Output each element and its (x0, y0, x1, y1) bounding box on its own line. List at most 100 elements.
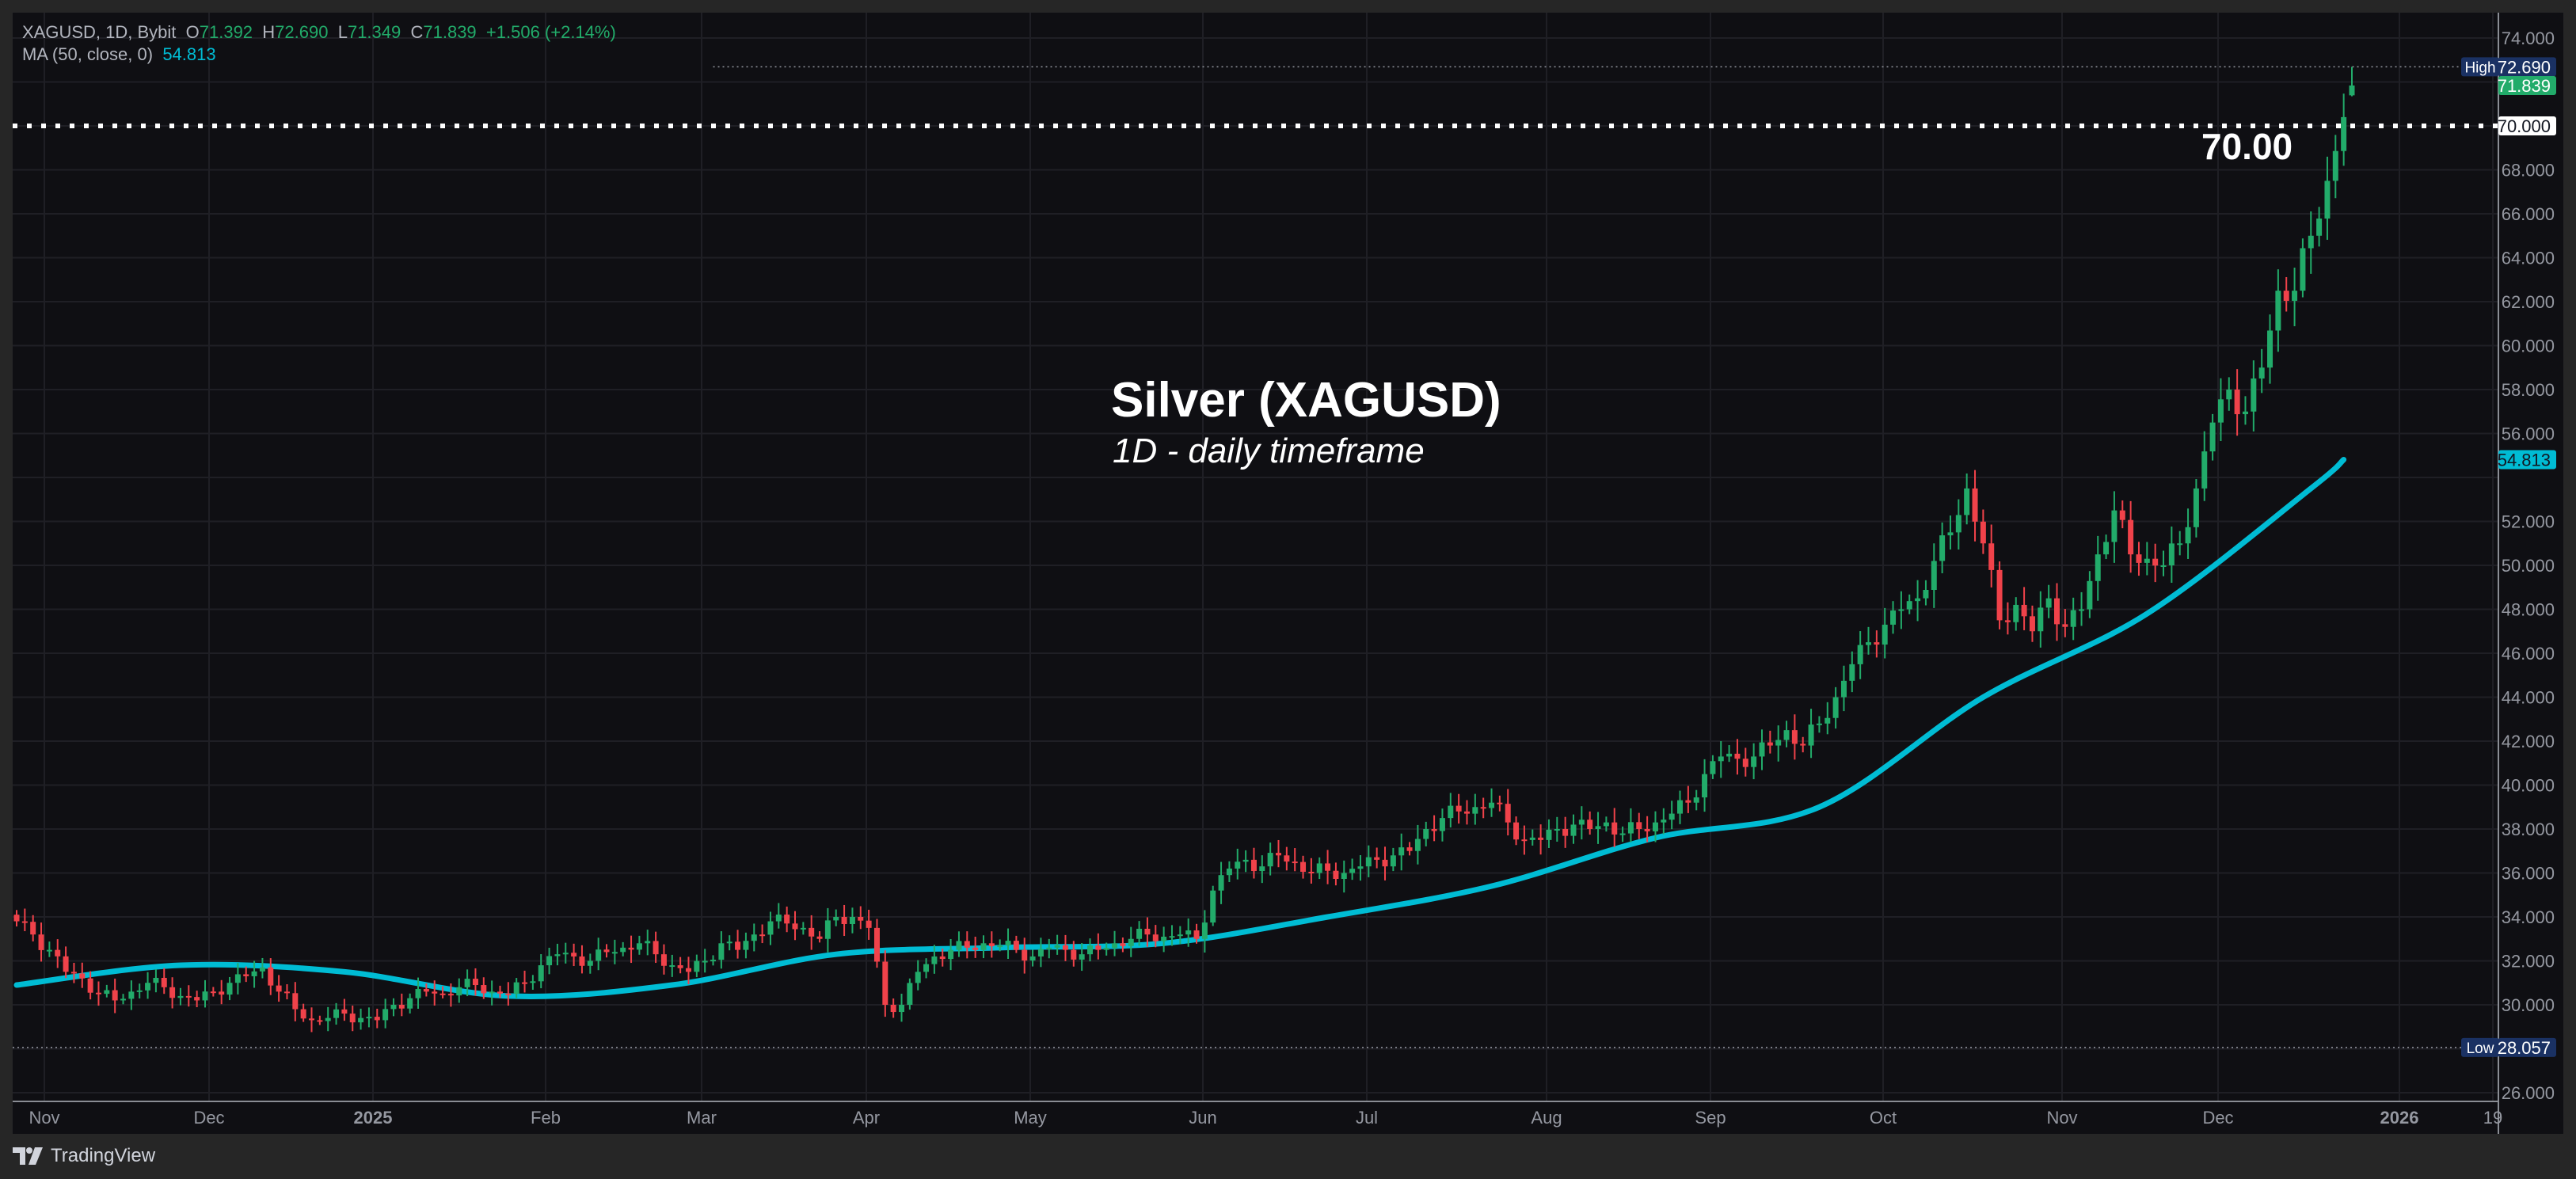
candle-body (2045, 598, 2052, 608)
candle-body (1857, 645, 1863, 664)
candle-body (1414, 839, 1421, 851)
candle-body (153, 977, 159, 983)
candle-body (988, 943, 995, 946)
candle-body (1275, 853, 1281, 856)
candle-body (1627, 822, 1634, 834)
ma-value: 54.813 (162, 44, 216, 64)
candle-body (2275, 291, 2281, 331)
price-tick-label: 66.000 (2502, 204, 2555, 224)
candle-body (259, 967, 265, 972)
candle-body (1472, 807, 1478, 814)
candle-body (1513, 822, 1520, 840)
candle-body (571, 953, 577, 957)
low-price-label-text: 28.057 (2498, 1038, 2551, 1058)
candle-body (1103, 948, 1109, 950)
candle-body (2119, 510, 2125, 520)
candle-body (104, 990, 110, 995)
price-tick-label: 26.000 (2502, 1083, 2555, 1103)
last-price-label-text: 71.839 (2498, 76, 2551, 96)
candle-body (1382, 859, 1388, 867)
candle-body (112, 990, 118, 1001)
candle-body (234, 974, 241, 983)
candle-body (858, 917, 864, 921)
price-tick-label: 62.000 (2502, 292, 2555, 312)
candles-group (13, 67, 2355, 1033)
symbol-legend: XAGUSD, 1D, Bybit O71.392 H72.690 L71.34… (22, 22, 616, 43)
candle-body (1079, 954, 1085, 960)
candle-body (432, 991, 438, 994)
low-price-label-tag (2461, 1037, 2499, 1057)
ma-legend[interactable]: MA (50, close, 0) 54.813 (22, 44, 216, 65)
candle-body (1791, 730, 1798, 744)
candle-body (1029, 956, 1036, 961)
time-tick-label: Dec (2202, 1108, 2233, 1128)
candle-body (964, 941, 970, 948)
candle-body (1128, 938, 1134, 946)
high-value: 72.690 (275, 22, 329, 42)
candle-body (276, 985, 282, 992)
candle-body (1816, 723, 1822, 725)
candle-body (55, 949, 61, 957)
price-tick-label: 74.000 (2502, 29, 2555, 48)
candle-body (169, 987, 176, 998)
candle-body (1988, 543, 1995, 570)
candle-body (1144, 928, 1151, 935)
candle-body (161, 977, 167, 987)
candle-body (1201, 922, 1208, 939)
candle-body (645, 941, 651, 944)
candle-body (685, 968, 691, 972)
candle-body (1775, 740, 1782, 746)
ma-price-label-box (2498, 450, 2556, 470)
time-tick-label: Apr (853, 1108, 880, 1128)
candle-body (95, 992, 101, 995)
low-price-label-tag-text: Low (2467, 1040, 2494, 1057)
candle-body (653, 941, 659, 955)
candle-body (382, 1009, 389, 1021)
candle-body (46, 949, 52, 952)
candle-body (70, 972, 77, 974)
candle-body (873, 927, 880, 962)
candle-body (481, 985, 487, 994)
candle-body (579, 956, 585, 966)
candle-body (2038, 607, 2044, 632)
candle-body (1734, 753, 1741, 759)
candle-body (530, 981, 536, 983)
candle-body (1644, 829, 1650, 831)
price-tick-label: 34.000 (2502, 907, 2555, 927)
candle-body (2079, 609, 2085, 611)
candle-body (1669, 813, 1675, 820)
candle-body (800, 927, 806, 930)
candle-body (87, 978, 93, 993)
candle-body (136, 990, 143, 992)
candle-body (13, 915, 20, 922)
candle-body (1112, 943, 1118, 949)
candle-body (1693, 797, 1699, 803)
low-value: 71.349 (347, 22, 401, 42)
candle-body (1210, 890, 1216, 923)
candle-body (710, 960, 717, 962)
candle-body (882, 961, 888, 1005)
candle-body (816, 936, 823, 939)
candle-body (767, 921, 774, 935)
candle-body (219, 991, 225, 995)
candle-body (1906, 601, 1912, 610)
candle-body (1529, 837, 1535, 840)
candle-body (841, 917, 847, 925)
candle-body (145, 983, 151, 991)
candle-body (2013, 604, 2019, 622)
candle-body (1095, 945, 1102, 950)
candle-body (309, 1018, 315, 1021)
ma-line-group (13, 456, 2347, 999)
candle-body (2177, 543, 2183, 546)
open-label: O (185, 22, 200, 42)
candle-body (743, 941, 749, 950)
candle-body (2226, 390, 2232, 400)
candle-body (38, 934, 44, 950)
candle-body (1292, 861, 1298, 864)
candle-body (63, 956, 69, 972)
chart-title-annotation: Silver (XAGUSD) (1111, 373, 1501, 428)
candle-body (2111, 510, 2117, 542)
candle-body (1980, 521, 1986, 544)
candle-body (948, 949, 954, 960)
